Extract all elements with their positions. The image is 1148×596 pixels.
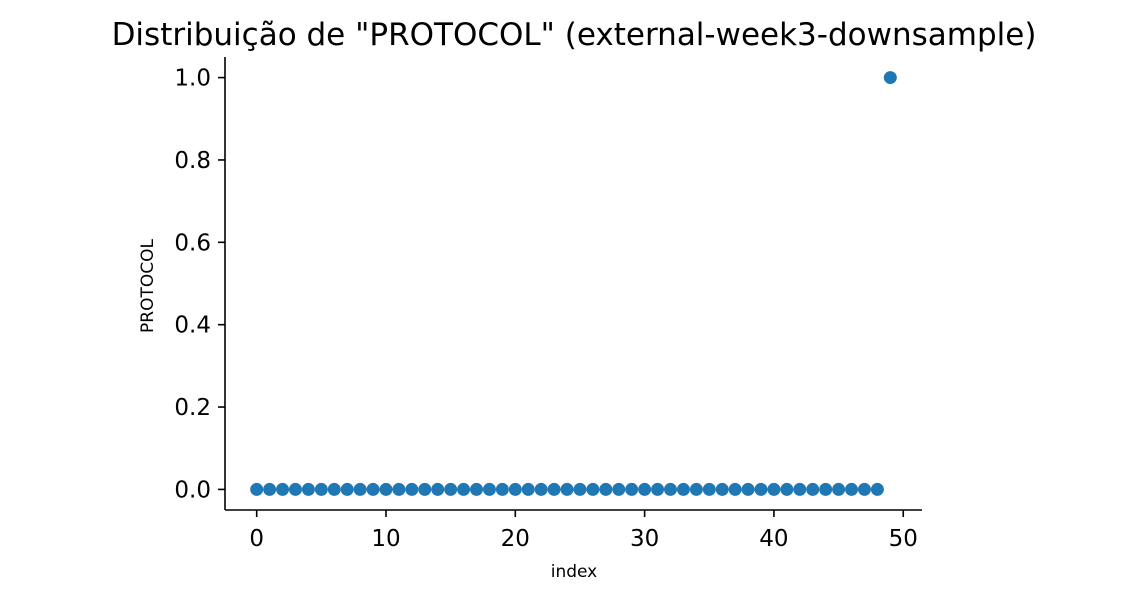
data-point bbox=[599, 482, 613, 496]
data-point bbox=[534, 482, 548, 496]
data-point bbox=[857, 482, 871, 496]
data-point bbox=[793, 482, 807, 496]
data-point bbox=[845, 482, 859, 496]
data-point bbox=[625, 482, 639, 496]
data-point bbox=[263, 482, 277, 496]
data-point bbox=[676, 482, 690, 496]
data-point bbox=[806, 482, 820, 496]
y-tick-label: 0.8 bbox=[174, 148, 211, 174]
data-point bbox=[482, 482, 496, 496]
data-point bbox=[741, 482, 755, 496]
data-point bbox=[301, 482, 315, 496]
y-tick-label: 0.4 bbox=[174, 313, 211, 339]
data-point bbox=[832, 482, 846, 496]
data-point bbox=[780, 482, 794, 496]
data-point bbox=[457, 482, 471, 496]
data-point bbox=[638, 482, 652, 496]
data-point bbox=[573, 482, 587, 496]
data-point bbox=[379, 482, 393, 496]
data-point bbox=[521, 482, 535, 496]
y-tick-label: 1.0 bbox=[174, 66, 211, 92]
x-tick-label: 30 bbox=[630, 526, 659, 552]
data-point bbox=[689, 482, 703, 496]
data-point bbox=[870, 482, 884, 496]
y-ticks: 0.0 0.2 0.4 0.6 0.8 1.0 bbox=[174, 66, 225, 503]
data-point bbox=[728, 482, 742, 496]
data-point bbox=[327, 482, 341, 496]
x-tick-label: 0 bbox=[249, 526, 264, 552]
data-point bbox=[276, 482, 290, 496]
data-point bbox=[883, 71, 897, 85]
data-point bbox=[495, 482, 509, 496]
data-point bbox=[392, 482, 406, 496]
data-point bbox=[819, 482, 833, 496]
x-tick-label: 40 bbox=[759, 526, 788, 552]
chart-title: Distribuição de "PROTOCOL" (external-wee… bbox=[112, 17, 1037, 53]
data-point bbox=[547, 482, 561, 496]
data-point bbox=[405, 482, 419, 496]
data-point bbox=[715, 482, 729, 496]
y-tick-label: 0.0 bbox=[174, 477, 211, 503]
data-point bbox=[586, 482, 600, 496]
x-ticks: 0 10 20 30 40 50 bbox=[249, 510, 918, 552]
data-point bbox=[431, 482, 445, 496]
y-tick-label: 0.2 bbox=[174, 395, 211, 421]
scatter-points bbox=[250, 71, 897, 496]
data-point bbox=[663, 482, 677, 496]
data-point bbox=[651, 482, 665, 496]
data-point bbox=[508, 482, 522, 496]
data-point bbox=[470, 482, 484, 496]
y-axis-label: PROTOCOL bbox=[138, 239, 158, 333]
data-point bbox=[288, 482, 302, 496]
data-point bbox=[353, 482, 367, 496]
data-point bbox=[444, 482, 458, 496]
x-tick-label: 20 bbox=[501, 526, 530, 552]
data-point bbox=[702, 482, 716, 496]
data-point bbox=[418, 482, 432, 496]
x-tick-label: 10 bbox=[371, 526, 400, 552]
y-tick-label: 0.6 bbox=[174, 230, 211, 256]
data-point bbox=[560, 482, 574, 496]
data-point bbox=[340, 482, 354, 496]
x-tick-label: 50 bbox=[889, 526, 918, 552]
x-axis-label: index bbox=[551, 562, 598, 582]
data-point bbox=[250, 482, 264, 496]
data-point bbox=[612, 482, 626, 496]
data-point bbox=[366, 482, 380, 496]
data-point bbox=[314, 482, 328, 496]
data-point bbox=[767, 482, 781, 496]
data-point bbox=[754, 482, 768, 496]
